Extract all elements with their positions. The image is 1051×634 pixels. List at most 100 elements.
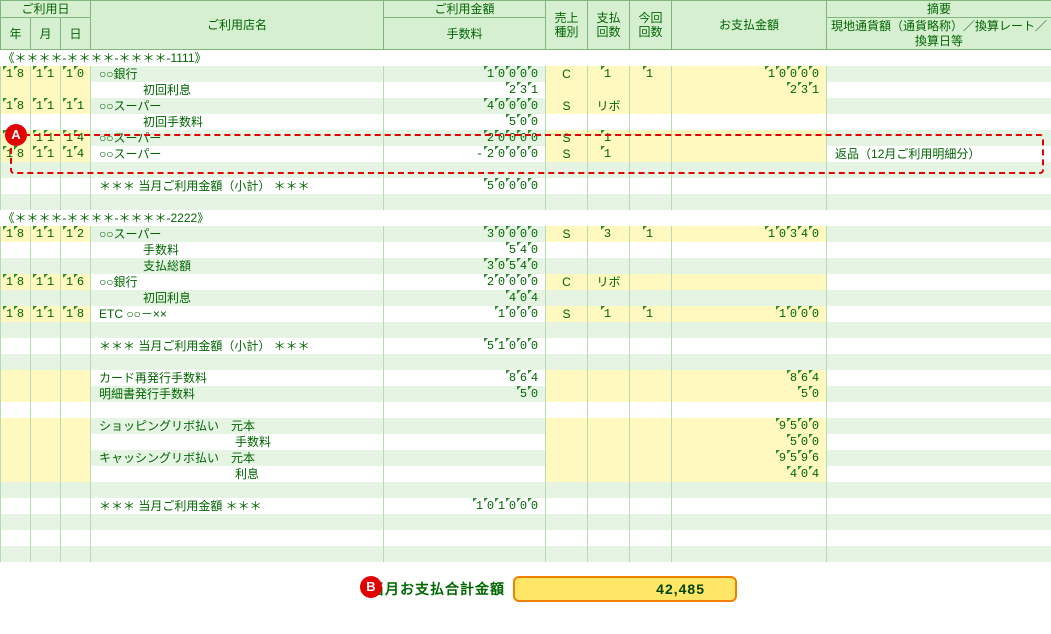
hdr-usage-date: ご利用日 xyxy=(1,1,91,18)
pay-amount: 9596 xyxy=(676,450,822,466)
amount: 30540 xyxy=(388,258,541,274)
pay-count xyxy=(588,370,630,386)
pay-amount: 500 xyxy=(676,434,822,450)
store-sub: 手数料 xyxy=(95,435,271,449)
this-count xyxy=(630,178,672,194)
amount: 101000 xyxy=(388,498,541,514)
this-count xyxy=(630,290,672,306)
pay-amount: 9500 xyxy=(676,418,822,434)
hdr-pay-count: 支払回数 xyxy=(588,1,630,50)
this-count xyxy=(630,114,672,130)
pay-count: リボ xyxy=(588,98,630,114)
pay-count xyxy=(588,338,630,354)
amount: 404 xyxy=(388,290,541,306)
pay-count xyxy=(588,114,630,130)
sale-kind xyxy=(546,450,588,466)
amount: 1000 xyxy=(388,306,541,322)
card-number: 《＊＊＊＊-＊＊＊＊-＊＊＊＊-1111》 xyxy=(1,50,1051,67)
amount: 500 xyxy=(388,114,541,130)
hdr-pay-amount: お支払金額 xyxy=(672,1,827,50)
store-sub: 初回利息 xyxy=(95,291,191,305)
store-name: ＊＊＊ 当月ご利用金額（小計） ＊＊＊ xyxy=(95,339,310,353)
remark: 返品（12月ご利用明細分） xyxy=(831,147,980,161)
pay-count: 1 xyxy=(588,66,630,82)
sale-kind xyxy=(546,242,588,258)
amount: 30000 xyxy=(388,226,541,242)
pay-count xyxy=(588,450,630,466)
card-number: 《＊＊＊＊-＊＊＊＊-＊＊＊＊-2222》 xyxy=(1,210,1051,226)
sale-kind: C xyxy=(546,274,588,290)
hdr-sale-kind: 売上種別 xyxy=(546,1,588,50)
hdr-store: ご利用店名 xyxy=(91,1,384,50)
total-row: B 当月お支払合計金額 42,485 xyxy=(370,576,1051,602)
this-count xyxy=(630,82,672,98)
callout-b-badge: B xyxy=(360,576,382,598)
sale-kind xyxy=(546,82,588,98)
sale-kind xyxy=(546,370,588,386)
pay-amount: 10340 xyxy=(676,226,822,242)
total-value: 42,485 xyxy=(513,576,737,602)
sale-kind: C xyxy=(546,66,588,82)
amount: 50 xyxy=(388,386,541,402)
store-name: 明細書発行手数料 xyxy=(95,387,195,401)
store-sub: 利息 xyxy=(95,467,259,481)
sale-kind xyxy=(546,114,588,130)
this-count xyxy=(630,418,672,434)
hdr-year: 年 xyxy=(1,18,31,50)
store-name: ETC ○○－×× xyxy=(95,307,167,321)
pay-count xyxy=(588,386,630,402)
this-count xyxy=(630,130,672,146)
pay-amount: 864 xyxy=(676,370,822,386)
store-name: ○○スーパー xyxy=(95,147,161,161)
amount: 864 xyxy=(388,370,541,386)
sale-kind xyxy=(546,178,588,194)
store-sub: 初回手数料 xyxy=(95,115,203,129)
amount: 51000 xyxy=(388,338,541,354)
amount: 540 xyxy=(388,242,541,258)
amount: -20000 xyxy=(388,146,541,162)
sale-kind: S xyxy=(546,98,588,114)
hdr-day: 日 xyxy=(61,18,91,50)
pay-count xyxy=(588,290,630,306)
store-name: ＊＊＊ 当月ご利用金額 ＊＊＊ xyxy=(95,499,262,513)
this-count xyxy=(630,146,672,162)
this-count xyxy=(630,242,672,258)
table-header: ご利用日 ご利用店名 ご利用金額 売上種別 支払回数 今回回数 お支払金額 摘要… xyxy=(1,1,1051,50)
store-name: ○○スーパー xyxy=(95,99,161,113)
store-name: ○○銀行 xyxy=(95,275,138,289)
this-count xyxy=(630,338,672,354)
this-count xyxy=(630,274,672,290)
store-sub: 支払総額 xyxy=(95,259,191,273)
store-sub: 初回利息 xyxy=(95,83,191,97)
hdr-this-count: 今回回数 xyxy=(630,1,672,50)
hdr-remarks: 摘要 xyxy=(827,1,1051,18)
total-label: 当月お支払合計金額 xyxy=(370,579,505,599)
this-count xyxy=(630,450,672,466)
pay-count: 1 xyxy=(588,146,630,162)
pay-amount: 404 xyxy=(676,466,822,482)
pay-count xyxy=(588,498,630,514)
sale-kind: S xyxy=(546,130,588,146)
pay-count: 1 xyxy=(588,130,630,146)
this-count xyxy=(630,386,672,402)
amount: 20000 xyxy=(388,130,541,146)
store-name: ○○スーパー xyxy=(95,227,161,241)
sale-kind xyxy=(546,290,588,306)
pay-count: 3 xyxy=(588,226,630,242)
sale-kind: S xyxy=(546,306,588,322)
hdr-month: 月 xyxy=(31,18,61,50)
amount: 40000 xyxy=(388,98,541,114)
this-count: 1 xyxy=(630,66,672,82)
sale-kind xyxy=(546,338,588,354)
sale-kind xyxy=(546,498,588,514)
hdr-fee: 手数料 xyxy=(384,18,546,50)
store-name: カード再発行手数料 xyxy=(95,371,207,385)
this-count xyxy=(630,466,672,482)
callout-a-badge: A xyxy=(5,124,27,146)
pay-amount: 50 xyxy=(676,386,822,402)
amount: 231 xyxy=(388,82,541,98)
store-name: ＊＊＊ 当月ご利用金額（小計） ＊＊＊ xyxy=(95,179,310,193)
pay-count xyxy=(588,242,630,258)
pay-count: リボ xyxy=(588,274,630,290)
hdr-remarks-sub: 現地通貨額（通貨略称）／換算レート／換算日等 xyxy=(827,18,1051,50)
